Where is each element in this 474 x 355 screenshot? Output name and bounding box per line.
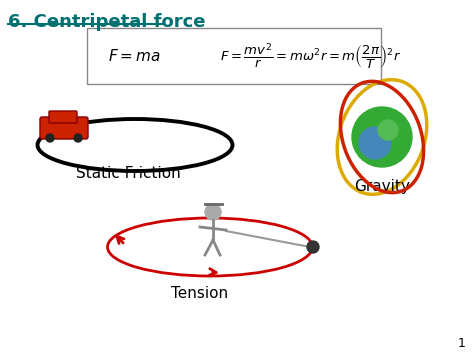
Circle shape [378, 120, 398, 140]
FancyBboxPatch shape [49, 111, 77, 123]
Text: 1: 1 [458, 337, 466, 350]
Text: Gravity: Gravity [354, 180, 410, 195]
Text: $F = ma$: $F = ma$ [108, 48, 161, 64]
Circle shape [205, 204, 221, 220]
FancyBboxPatch shape [40, 117, 88, 139]
Circle shape [74, 134, 82, 142]
FancyBboxPatch shape [87, 28, 381, 84]
Text: $F = \dfrac{mv^2}{r} = m\omega^2 r = m\left(\dfrac{2\pi}{T}\right)^2 r$: $F = \dfrac{mv^2}{r} = m\omega^2 r = m\l… [220, 41, 401, 71]
Text: 6. Centripetal force: 6. Centripetal force [8, 13, 206, 31]
Circle shape [352, 107, 412, 167]
Text: Tension: Tension [172, 285, 228, 300]
Circle shape [359, 127, 391, 159]
Text: Static Friction: Static Friction [76, 165, 181, 180]
Circle shape [46, 134, 54, 142]
Circle shape [307, 241, 319, 253]
